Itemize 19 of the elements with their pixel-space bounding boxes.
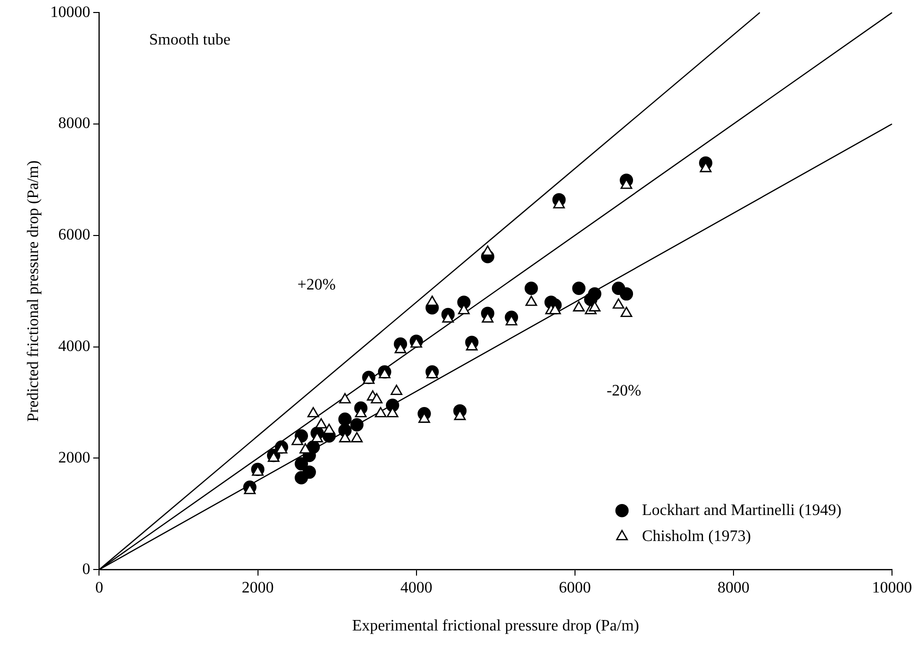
y-tick-label: 2000 [58,449,90,466]
x-tick-label: 10000 [872,579,912,596]
y-tick-label: 10000 [50,4,90,21]
y-tick-label: 6000 [58,226,90,244]
annotation: +20% [297,276,336,294]
legend-label: Chisholm (1973) [642,528,751,545]
x-tick-label: 0 [95,579,104,596]
y-axis-title: Predicted frictional pressure drop (Pa/m) [24,160,42,422]
y-tick-label: 0 [82,560,90,578]
annotation: -20% [606,382,642,400]
y-tick-label: 8000 [58,115,90,132]
legend-label: Lockhart and Martinelli (1949) [642,502,842,519]
x-tick-label: 6000 [558,579,591,596]
x-tick-label: 2000 [242,579,274,596]
x-tick-label: 4000 [400,579,432,596]
x-tick-label: 8000 [717,579,750,596]
x-axis-title: Experimental frictional pressure drop (Pa/m) [352,618,640,635]
y-tick-label: 4000 [58,338,90,356]
annotation: Smooth tube [149,32,230,49]
